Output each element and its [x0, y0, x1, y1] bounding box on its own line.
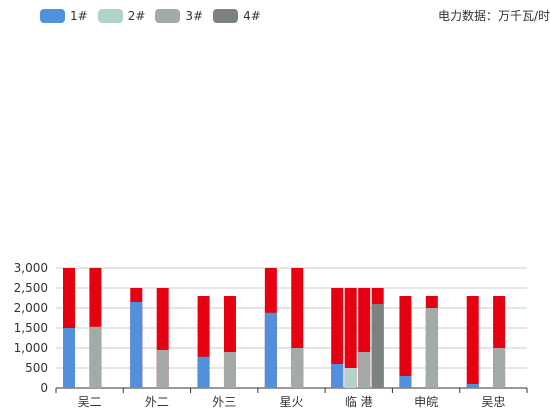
value-bar: [358, 352, 371, 388]
x-tick-label: 外三: [212, 395, 236, 409]
value-bar: [156, 350, 169, 388]
x-tick-label: 吴二: [78, 395, 102, 409]
value-bar: [466, 384, 479, 388]
legend-label: 4#: [243, 9, 261, 23]
x-tick-label: 临 港: [345, 395, 373, 409]
legend-swatch: [40, 9, 65, 23]
y-tick-label: 1,500: [14, 321, 48, 335]
legend-item-2[interactable]: 2#: [97, 9, 146, 23]
value-bar: [63, 328, 75, 388]
value-bar: [291, 348, 304, 388]
value-bar: [197, 356, 210, 388]
y-tick-label: 1,000: [14, 341, 48, 355]
value-bar: [130, 302, 143, 388]
legend-label: 1#: [70, 9, 88, 23]
legend-item-3[interactable]: 3#: [155, 9, 203, 23]
legend-label: 2#: [127, 9, 146, 23]
y-tick-label: 3,000: [14, 261, 48, 275]
x-tick-label: 申皖: [414, 395, 438, 409]
value-bar: [223, 352, 236, 388]
capacity-bar: [344, 288, 357, 388]
value-bar: [344, 368, 357, 388]
capacity-bar: [399, 296, 412, 388]
legend-swatch: [97, 9, 123, 23]
capacity-bar: [466, 296, 479, 388]
value-bar: [371, 304, 384, 388]
value-bar: [264, 312, 277, 388]
legend-swatch: [213, 9, 239, 23]
y-tick-label: 500: [25, 361, 48, 375]
x-tick-label: 吴忠: [481, 395, 505, 409]
x-tick-label: 星火: [279, 395, 303, 409]
chart-legend: 1# 2# 3# 4#: [40, 9, 271, 23]
value-bar: [331, 364, 344, 388]
value-bar: [89, 326, 102, 388]
unit-label: 电力数据：万千瓦/时: [437, 9, 550, 23]
capacity-bar: [331, 288, 344, 388]
y-tick-label: 2,500: [14, 281, 48, 295]
value-bar: [493, 348, 506, 388]
legend-item-1[interactable]: 1#: [40, 9, 88, 23]
x-tick-label: 外二: [145, 395, 169, 409]
value-bar: [425, 308, 438, 388]
y-tick-label: 2,000: [14, 301, 48, 315]
value-bar: [399, 376, 412, 388]
legend-swatch: [155, 9, 181, 23]
legend-item-4[interactable]: 4#: [213, 9, 261, 23]
y-tick-label: 0: [40, 381, 48, 395]
legend-label: 3#: [185, 9, 204, 23]
